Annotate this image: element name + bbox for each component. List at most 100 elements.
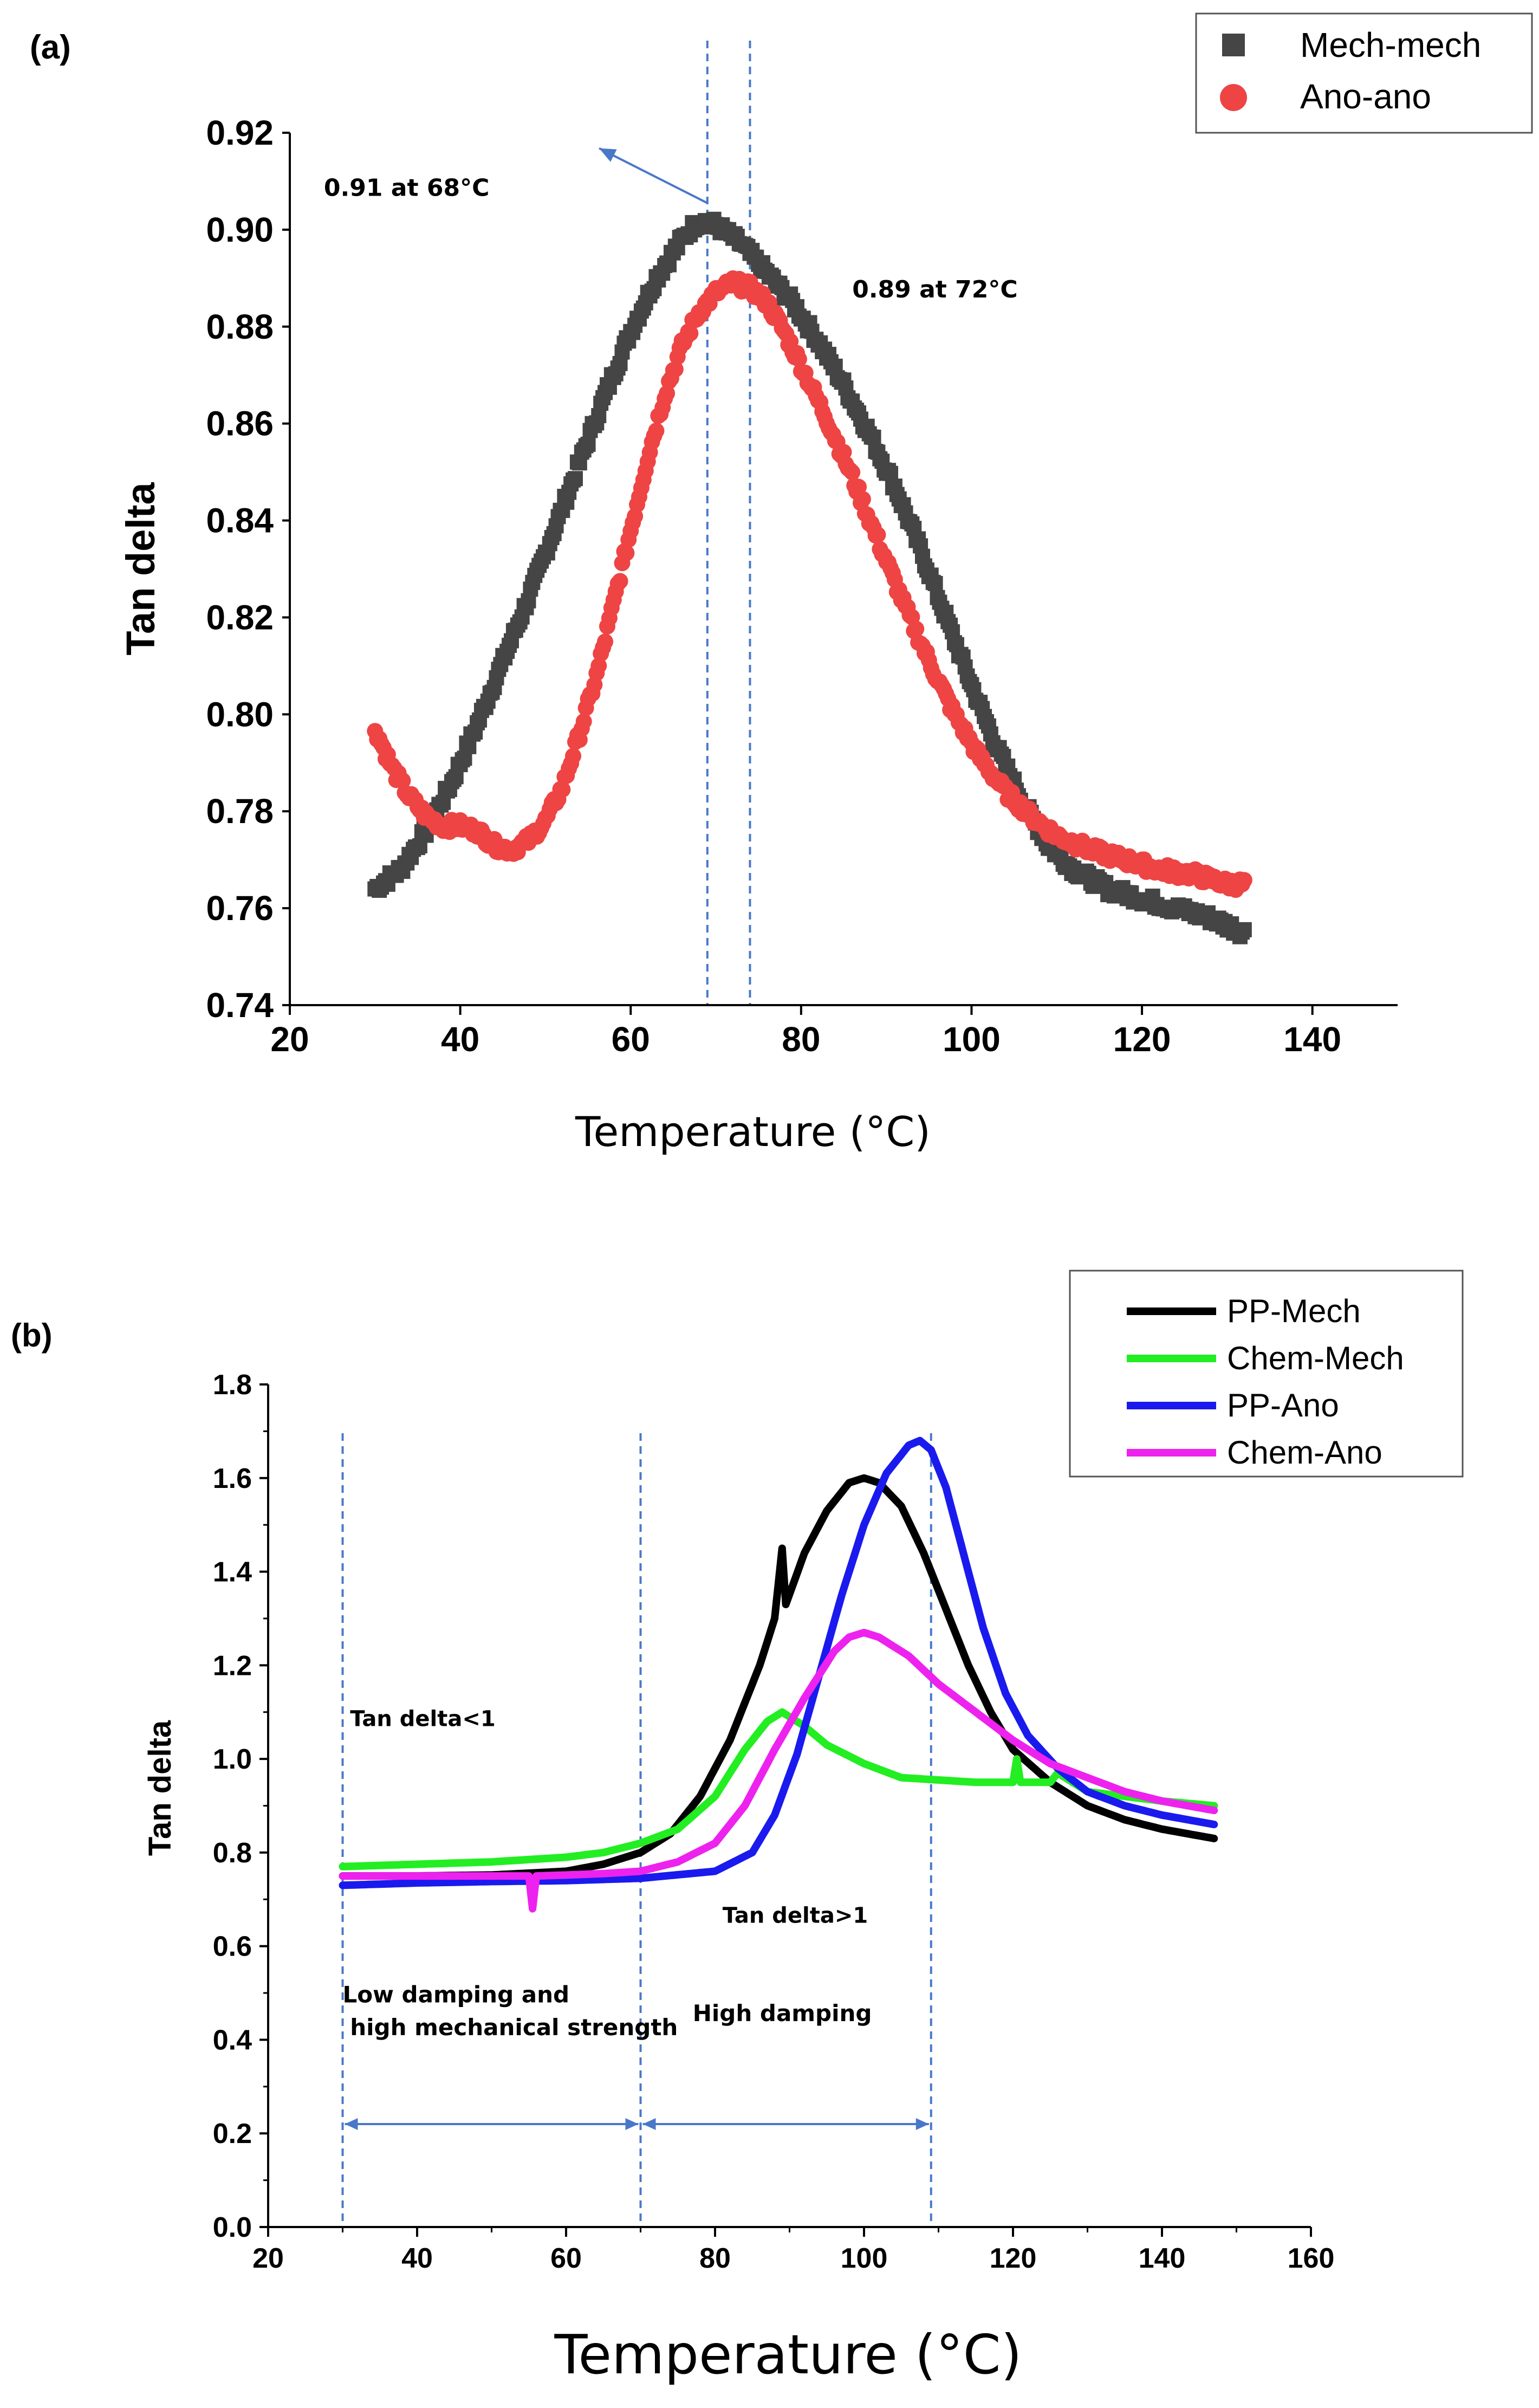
panel-b-ticks: 20 40 60 80 100 120 140 160 0.0 0.2 0.4 0.6 0.8 1.0 1.… [213, 1369, 1335, 2274]
ano-ano-point [908, 620, 925, 637]
panel-a-ticks: 20 40 60 80 100 120 140 0.74 0.76 0.78 0.80 0.82 0.8… [206, 113, 1341, 1059]
x-tick-label-60: 60 [612, 1020, 650, 1059]
x-tick-label-20: 20 [270, 1020, 309, 1059]
panel-b-series [339, 1436, 1218, 1913]
panel-a-reference-lines [706, 41, 751, 1005]
legend-label-pp-ano: PP-Ano [1227, 1387, 1339, 1423]
ano-ano-point [844, 464, 861, 481]
panel-b-range-arrows [345, 2118, 929, 2130]
range-arrow-head-left [642, 2118, 656, 2130]
mech-mech-point [866, 430, 881, 445]
legend-label-chem-ano: Chem-Ano [1227, 1434, 1382, 1471]
y-tick-label-1-0: 1.0 [213, 1744, 252, 1775]
legend-box [1069, 1270, 1464, 1478]
y-tick-label-0-2: 0.2 [213, 2118, 252, 2150]
y-tick-label-0-80: 0.80 [206, 695, 274, 734]
legend-label-pp-mech: PP-Mech [1227, 1293, 1361, 1329]
panel-b-legend: PP-Mech Chem-Mech PP-Ano Chem-Ano [1069, 1270, 1464, 1478]
ano-ano-point [618, 545, 635, 561]
annotation-low-damping: Low damping and [343, 1981, 570, 2008]
y-tick-label-0-88: 0.88 [206, 307, 274, 346]
range-arrow-head-right [915, 2118, 929, 2130]
ano-ano-point [659, 385, 676, 402]
ano-ano-point [850, 478, 867, 495]
y-tick-label-0-6: 0.6 [213, 1931, 252, 1963]
annotation-peak-mech: 0.91 at 68°C [324, 174, 489, 202]
series-line-pp-mech [339, 1474, 1218, 1880]
range-arrow-head-left [345, 2118, 358, 2130]
series-line-pp-ano [339, 1436, 1218, 1889]
legend-box [1195, 12, 1533, 134]
panel-b-x-axis-title: Temperature (°C) [554, 2323, 1022, 2386]
x-tick-label-80: 80 [699, 2243, 731, 2274]
ano-ano-point [597, 633, 614, 650]
panel-a-label: (a) [30, 29, 71, 66]
legend-label-chem-mech: Chem-Mech [1227, 1340, 1404, 1376]
y-tick-label-0-8: 0.8 [213, 1837, 252, 1869]
panel-a-chart: (a) 20 40 60 80 100 120 140 0.74 0.76 0.78 0.80 0.8… [30, 12, 1533, 1156]
ano-ano-point [612, 573, 628, 590]
annotation-tan-delta-lt-1: Tan delta<1 [350, 1707, 495, 1732]
x-tick-label-120: 120 [990, 2243, 1037, 2274]
y-tick-label-1-4: 1.4 [213, 1557, 252, 1588]
ano-ano-point [667, 361, 684, 378]
y-tick-label-1-8: 1.8 [213, 1369, 252, 1401]
legend-marker-mech-mech [1222, 34, 1245, 56]
panel-b-y-axis-title: Tan delta [142, 1720, 178, 1856]
ano-ano-point [1236, 872, 1252, 889]
y-tick-label-0-76: 0.76 [206, 889, 274, 928]
panel-a-legend: Mech-mech Ano-ano [1195, 12, 1533, 134]
y-tick-label-1-2: 1.2 [213, 1650, 252, 1681]
panel-a-x-axis-title: Temperature (°C) [575, 1108, 931, 1156]
x-tick-label-100: 100 [943, 1020, 1001, 1059]
x-tick-label-160: 160 [1288, 2243, 1335, 2274]
panel-b-axes [267, 1384, 1311, 2228]
y-tick-label-0-78: 0.78 [206, 792, 274, 831]
mech-mech-point [1236, 922, 1252, 937]
ano-ano-point [648, 422, 665, 439]
ano-ano-point [394, 772, 411, 789]
mech-mech-point [927, 575, 943, 591]
y-tick-label-0-92: 0.92 [206, 113, 274, 152]
x-tick-label-140: 140 [1139, 2243, 1186, 2274]
arrow-head [599, 148, 617, 162]
annotation-tan-delta-gt-1: Tan delta>1 [723, 1903, 868, 1928]
mech-mech-point [567, 471, 583, 487]
legend-label-ano-ano: Ano-ano [1300, 77, 1431, 116]
annotation-peak-ano: 0.89 at 72°C [852, 276, 1017, 303]
series-line-chem-ano [339, 1628, 1218, 1913]
panel-a-axes [289, 133, 1398, 1006]
x-tick-label-140: 140 [1283, 1020, 1341, 1059]
arrow-shaft [599, 147, 708, 204]
annotation-high-damping: High damping [693, 2000, 872, 2027]
mech-mech-point [883, 465, 899, 481]
ano-ano-point [835, 444, 852, 461]
x-tick-label-120: 120 [1113, 1020, 1171, 1059]
ano-ano-point [682, 325, 699, 342]
y-tick-label-0-82: 0.82 [206, 598, 274, 637]
x-tick-label-60: 60 [550, 2243, 582, 2274]
range-arrow-head-right [625, 2118, 639, 2130]
y-tick-label-0-90: 0.90 [206, 210, 274, 249]
ano-ano-point [554, 781, 571, 798]
mech-mech-point [580, 436, 596, 452]
ano-ano-point [869, 526, 886, 543]
legend-label-mech-mech: Mech-mech [1300, 25, 1481, 64]
y-tick-label-0-84: 0.84 [206, 501, 274, 540]
y-tick-label-1-6: 1.6 [213, 1463, 252, 1494]
x-tick-label-40: 40 [441, 1020, 479, 1059]
x-tick-label-20: 20 [252, 2243, 284, 2274]
series-mech-mech [367, 211, 1252, 944]
panel-b-chart: (b) 20 40 60 80 100 120 140 160 0.0 0.2 0.4 0.6 0.8 1… [11, 1270, 1464, 2386]
panel-a-y-axis-title: Tan delta [118, 482, 163, 655]
legend-marker-ano-ano [1220, 84, 1247, 111]
ano-ano-point [854, 491, 871, 508]
panel-b-label: (b) [11, 1317, 53, 1354]
x-tick-label-100: 100 [841, 2243, 888, 2274]
x-tick-label-80: 80 [782, 1020, 820, 1059]
peak-arrow [599, 147, 708, 204]
ano-ano-point [590, 657, 607, 674]
annotation-high-strength: high mechanical strength [350, 2014, 678, 2041]
ano-ano-point [575, 713, 592, 730]
